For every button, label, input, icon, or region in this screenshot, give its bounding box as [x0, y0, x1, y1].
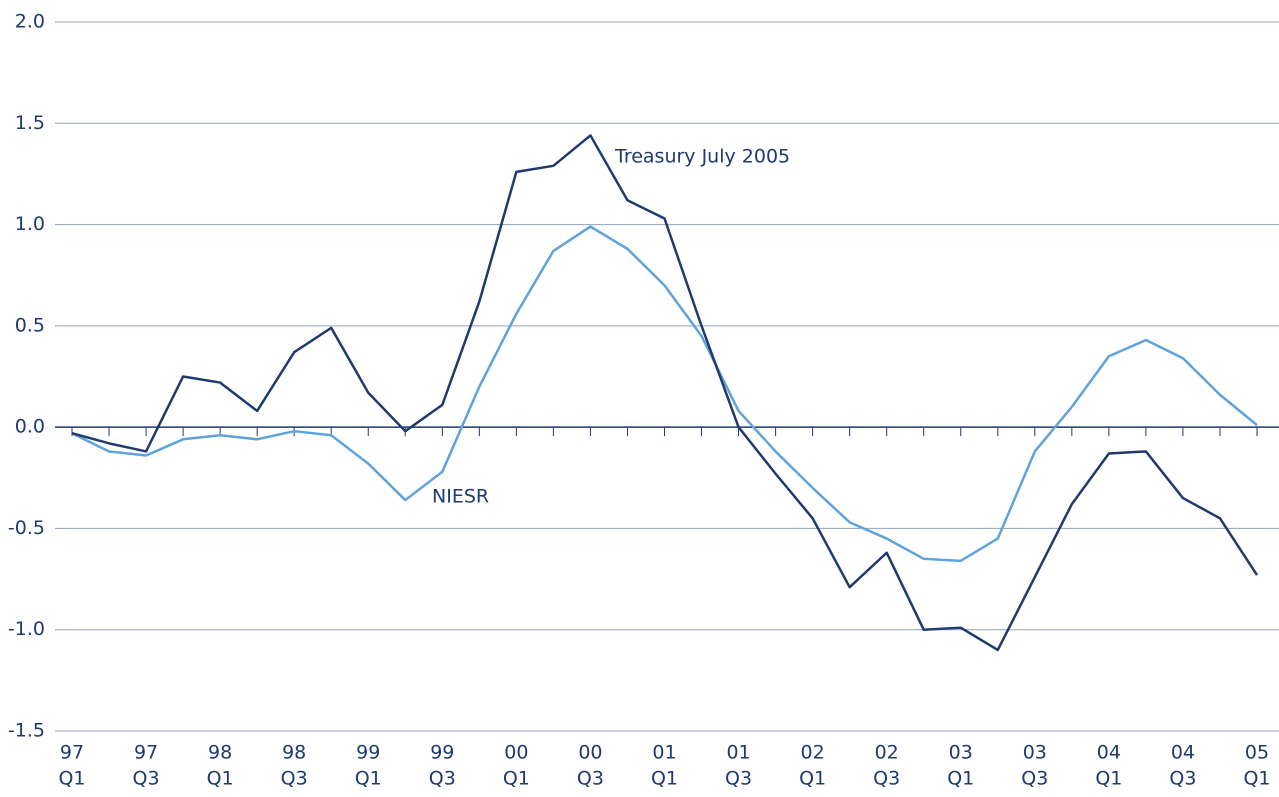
y-tick-label: 1.5 — [15, 112, 45, 134]
series-label: Treasury July 2005 — [614, 146, 790, 168]
y-tick-label: 0.0 — [15, 416, 45, 438]
x-tick-label: 98 — [208, 742, 232, 764]
x-tick-label: Q3 — [429, 768, 456, 790]
x-tick-label: Q1 — [503, 768, 530, 790]
line-series — [71, 134, 1259, 652]
y-tick-label: -1.5 — [8, 720, 45, 742]
x-tick-label: Q1 — [947, 768, 974, 790]
x-tick-label: 99 — [430, 742, 454, 764]
y-tick-label: 1.0 — [15, 213, 45, 235]
x-tick-label: 99 — [356, 742, 380, 764]
x-tick-label: 02 — [875, 742, 899, 764]
line-series — [71, 225, 1258, 563]
x-tick-label: Q3 — [281, 768, 308, 790]
x-tick-label: Q3 — [1021, 768, 1048, 790]
x-tick-label: 04 — [1171, 742, 1195, 764]
x-tick-label: 97 — [134, 742, 158, 764]
x-tick-label: 03 — [1023, 742, 1047, 764]
x-tick-label: 03 — [949, 742, 973, 764]
x-tick-label: 01 — [652, 742, 676, 764]
x-tick-label: Q1 — [651, 768, 678, 790]
x-tick-label: 02 — [801, 742, 825, 764]
x-tick-label: 00 — [504, 742, 528, 764]
y-tick-label: -1.0 — [8, 618, 45, 640]
x-tick-label: Q1 — [207, 768, 234, 790]
x-tick-label: Q1 — [1243, 768, 1270, 790]
series-label: NIESR — [432, 486, 489, 508]
x-tick-label: Q3 — [873, 768, 900, 790]
x-tick-label: 05 — [1245, 742, 1269, 764]
x-tick-label: 04 — [1097, 742, 1121, 764]
x-tick-label: Q3 — [577, 768, 604, 790]
x-tick-label: Q1 — [1095, 768, 1122, 790]
x-tick-label: 97 — [60, 742, 84, 764]
y-tick-label: -0.5 — [8, 517, 45, 539]
x-tick-label: Q3 — [133, 768, 160, 790]
x-tick-label: 00 — [578, 742, 602, 764]
x-tick-label: Q1 — [58, 768, 85, 790]
x-tick-label: Q1 — [355, 768, 382, 790]
y-tick-label: 0.5 — [15, 314, 45, 336]
x-tick-label: 01 — [726, 742, 750, 764]
x-tick-label: Q3 — [725, 768, 752, 790]
x-tick-label: Q1 — [799, 768, 826, 790]
x-tick-label: 98 — [282, 742, 306, 764]
y-tick-label: 2.0 — [15, 11, 45, 33]
x-tick-label: Q3 — [1169, 768, 1196, 790]
